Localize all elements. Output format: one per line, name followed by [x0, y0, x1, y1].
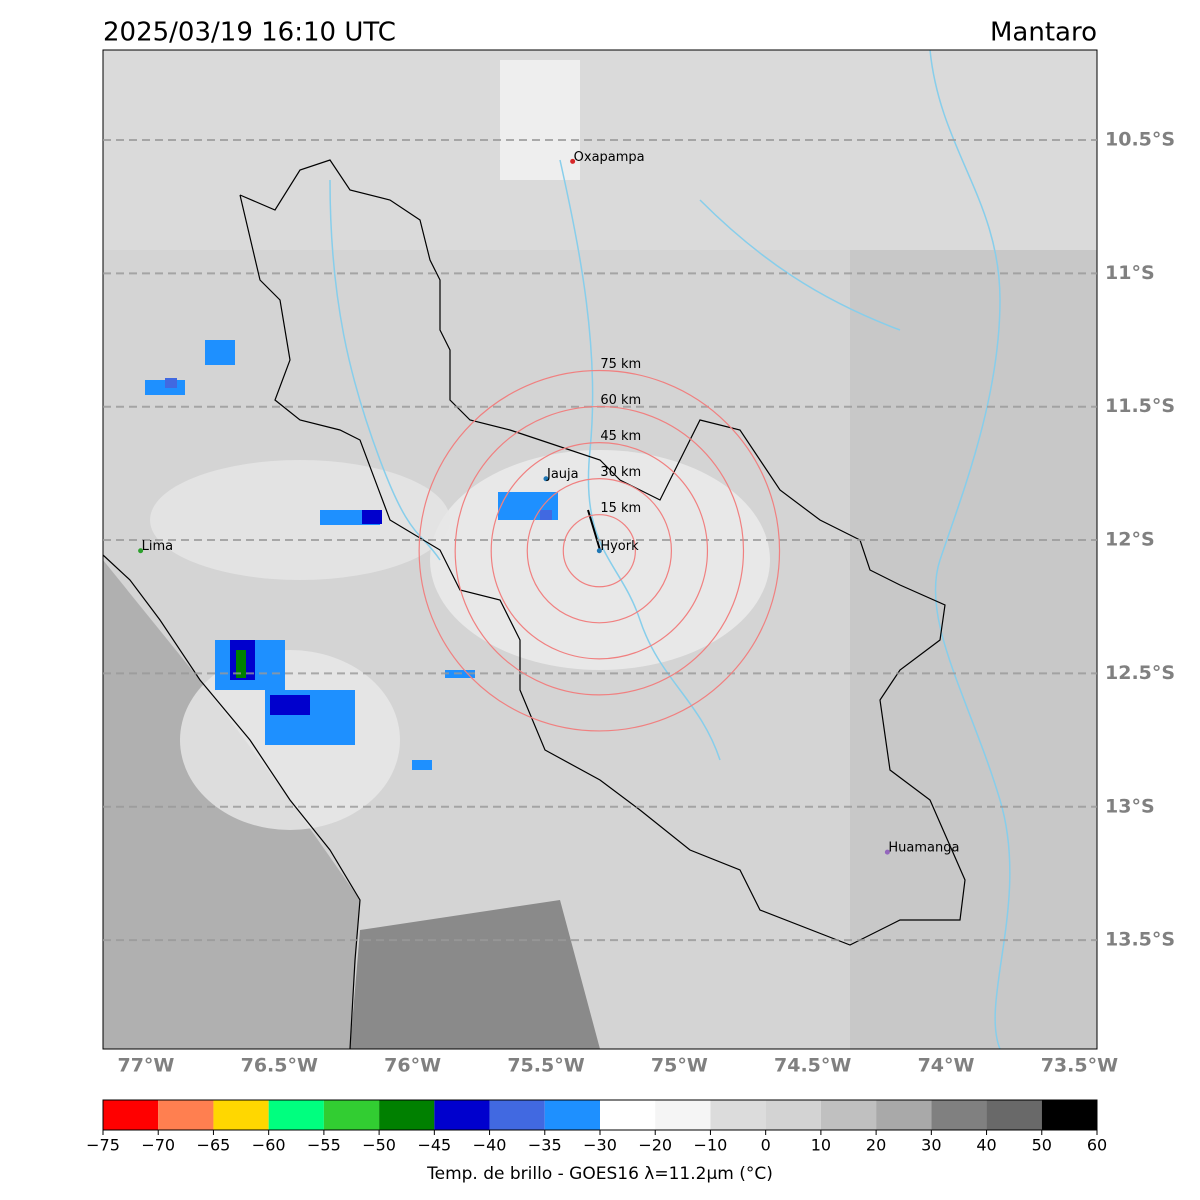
colorbar-segment	[765, 1100, 821, 1130]
colorbar-tick-label: 30	[921, 1136, 941, 1155]
colorbar-tick-label: 60	[1087, 1136, 1107, 1155]
colorbar-segment	[103, 1100, 159, 1130]
lat-tick-label: 11°S	[1105, 262, 1155, 284]
range-ring	[418, 369, 781, 732]
title: 2025/03/19 16:10 UTC	[103, 18, 396, 48]
lon-tick-label: 76.5°W	[241, 1055, 318, 1077]
colorbar-tick-label: −70	[141, 1136, 175, 1155]
lat-tick-label: 11.5°S	[1105, 395, 1175, 417]
range-ring	[526, 478, 673, 624]
colorbar-segment	[544, 1100, 600, 1130]
colorbar-tick-label: −50	[362, 1136, 396, 1155]
colorbar-tick-label: −40	[473, 1136, 507, 1155]
range-ring	[490, 441, 709, 660]
coastline	[102, 554, 361, 1050]
lon-tick-label: 77°W	[117, 1055, 174, 1077]
lon-tick-label: 74°W	[918, 1055, 975, 1077]
lon-tick-label: 73.5°W	[1041, 1055, 1118, 1077]
colorbar-tick-label: 10	[811, 1136, 831, 1155]
lon-tick-label: 74.5°W	[774, 1055, 851, 1077]
map-frame	[102, 49, 1098, 1050]
lat-tick-label: 10.5°S	[1105, 129, 1175, 151]
colorbar-segment	[655, 1100, 711, 1130]
colorbar-segment	[1041, 1100, 1097, 1130]
radar-beam	[587, 509, 601, 551]
place-marker	[884, 849, 890, 855]
colorbar-segment	[158, 1100, 214, 1130]
place-label: Hyork	[600, 539, 639, 554]
place-marker	[596, 548, 602, 554]
lon-tick-label: 75.5°W	[507, 1055, 584, 1077]
range-ring	[454, 405, 745, 696]
range-ring-label: 60 km	[600, 393, 641, 408]
lat-tick-label: 12°S	[1105, 529, 1155, 551]
colorbar-tick-label: −55	[307, 1136, 341, 1155]
lat-tick-label: 13°S	[1105, 795, 1155, 817]
place-marker	[570, 158, 576, 164]
range-ring	[562, 514, 636, 588]
colorbar-segment	[268, 1100, 324, 1130]
colorbar-tick-label: 50	[1032, 1136, 1052, 1155]
colorbar-tick-label: −65	[197, 1136, 231, 1155]
place-label: Oxapampa	[574, 150, 645, 165]
place-marker	[138, 548, 144, 554]
colorbar-tick-label: −10	[694, 1136, 728, 1155]
colorbar-tick-label: −30	[583, 1136, 617, 1155]
range-ring-label: 75 km	[600, 357, 641, 372]
basin-boundary	[239, 159, 966, 946]
colorbar-tick-label: −20	[638, 1136, 672, 1155]
colorbar-tick-label: −60	[252, 1136, 286, 1155]
colorbar-segment	[434, 1100, 490, 1130]
colorbar-tick-label: 20	[866, 1136, 886, 1155]
rivers	[329, 49, 1011, 1050]
colorbar-segment	[213, 1100, 269, 1130]
colorbar-segment	[379, 1100, 435, 1130]
colorbar-tick-label: 40	[976, 1136, 996, 1155]
place-label: Jauja	[546, 467, 579, 482]
range-ring-label: 30 km	[600, 465, 641, 480]
colorbar-segment	[323, 1100, 380, 1130]
colorbar-segment	[876, 1100, 932, 1130]
lat-tick-label: 12.5°S	[1105, 662, 1175, 684]
colorbar-segment	[710, 1100, 766, 1130]
colorbar-segment	[820, 1100, 877, 1130]
colorbar-tick-label: 0	[761, 1136, 771, 1155]
colorbar-label: Temp. de brillo - GOES16 λ=11.2μm (°C)	[426, 1164, 773, 1184]
place-label: Huamanga	[888, 841, 959, 856]
range-ring-label: 45 km	[600, 429, 641, 444]
lon-tick-label: 75°W	[651, 1055, 708, 1077]
range-ring-label: 15 km	[600, 501, 641, 516]
colorbar-tick-label: −45	[417, 1136, 451, 1155]
colorbar-segment	[931, 1100, 987, 1130]
colorbar-tick-label: −75	[86, 1136, 120, 1155]
colorbar-segment	[489, 1100, 545, 1130]
colorbar-tick-label: −35	[528, 1136, 562, 1155]
place-label: Lima	[142, 539, 173, 554]
colorbar-segment	[600, 1100, 656, 1130]
colorbar-segment	[986, 1100, 1042, 1130]
region-name: Mantaro	[990, 18, 1097, 48]
lon-tick-label: 76°W	[384, 1055, 441, 1077]
lat-tick-label: 13.5°S	[1105, 929, 1175, 951]
place-marker	[543, 476, 549, 482]
